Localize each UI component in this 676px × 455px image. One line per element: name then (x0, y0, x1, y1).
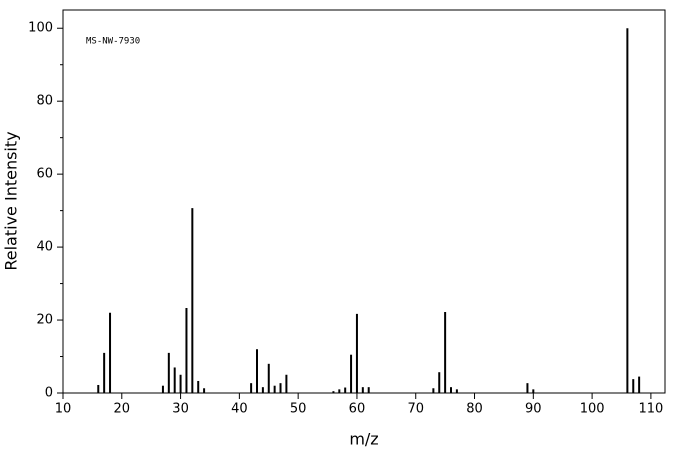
x-tick-label: 110 (638, 402, 663, 417)
x-tick-label: 40 (231, 402, 248, 417)
y-tick-label: 20 (36, 313, 53, 328)
y-tick-label: 80 (36, 94, 53, 109)
x-tick-label: 80 (466, 402, 483, 417)
plot-frame (62, 9, 666, 394)
y-tick-label: 0 (45, 386, 53, 401)
y-tick-label: 100 (28, 21, 53, 36)
annotation: MS-NW-7930 (86, 37, 140, 47)
x-axis-label: m/z (349, 430, 378, 449)
x-tick-label: 100 (580, 402, 605, 417)
y-axis-label: Relative Intensity (2, 131, 21, 270)
x-tick-label: 90 (525, 402, 542, 417)
y-tick-label: 60 (36, 167, 53, 182)
y-tick-label: 40 (36, 240, 53, 255)
x-tick-label: 30 (172, 402, 189, 417)
x-tick-label: 60 (349, 402, 366, 417)
x-tick-label: 70 (407, 402, 424, 417)
x-tick-label: 50 (290, 402, 307, 417)
x-tick-label: 10 (55, 402, 72, 417)
x-tick-label: 20 (114, 402, 131, 417)
